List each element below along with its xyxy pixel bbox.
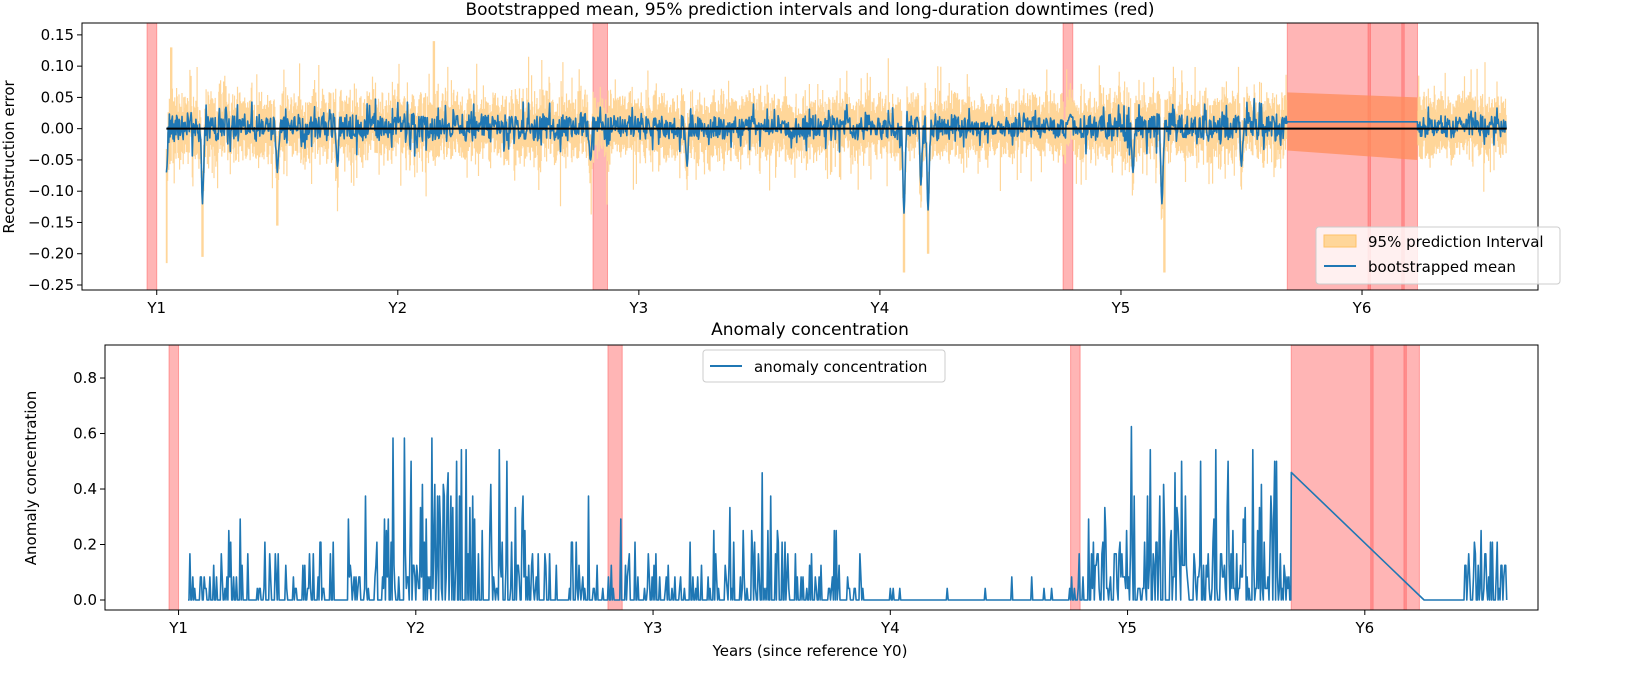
downtime-span [1290,345,1420,610]
y-tick-label: −0.10 [28,182,74,200]
top-legend: 95% prediction Interval bootstrapped mea… [1315,226,1561,285]
x-tick-label: Y3 [628,299,648,317]
legend-mean-label: bootstrapped mean [1368,258,1516,276]
y-tick-label: −0.25 [28,276,74,294]
x-tick-label: Y4 [880,619,900,637]
legend-interval-swatch [1323,234,1357,248]
top-title: Bootstrapped mean, 95% prediction interv… [465,0,1154,20]
x-tick-label: Y6 [1352,299,1372,317]
x-tick-label: Y5 [1117,619,1137,637]
x-tick-label: Y3 [643,619,663,637]
x-tick-label: Y2 [387,299,407,317]
downtime-span [607,345,623,610]
downtime-span [146,23,158,290]
downtime-span [168,345,180,610]
y-tick-label: 0.10 [41,57,74,75]
y-tick-label: −0.05 [28,151,74,169]
y-tick-label: 0.4 [73,480,97,498]
bottom-legend: anomaly concentration [702,349,946,383]
y-tick-label: −0.15 [28,213,74,231]
x-tick-label: Y2 [405,619,425,637]
top-ylabel: Reconstruction error [0,79,18,233]
downtime-span [1403,345,1407,610]
x-tick-label: Y1 [168,619,188,637]
downtime-span [1070,345,1081,610]
legend-interval-label: 95% prediction Interval [1368,233,1544,251]
downtime-span [1370,345,1374,610]
y-tick-label: 0.2 [73,536,97,554]
y-tick-label: −0.20 [28,245,74,263]
b-plot-area [168,345,1508,610]
t-plot-area [146,23,1507,290]
y-tick-label: 0.0 [73,591,97,609]
bottom-axes: Y1 Y2 Y3 Y4 Y5 Y6 0.0 0.2 0.4 0.6 0.8 [73,344,1539,637]
y-tick-label: 0.6 [73,425,97,443]
anomaly-concentration-line [188,425,1508,601]
y-tick-label: 0.8 [73,369,97,387]
legend-anomaly-label: anomaly concentration [754,358,927,376]
bottom-xlabel: Years (since reference Y0) [712,642,908,660]
x-tick-label: Y6 [1354,619,1374,637]
bottom-ylabel: Anomaly concentration [22,391,40,565]
downtime-span [592,23,609,290]
x-tick-label: Y5 [1111,299,1131,317]
downtime-span [1062,23,1074,290]
y-tick-label: 0.15 [41,26,74,44]
top-axes: Y1 Y2 Y3 Y4 Y5 Y6 0.15 0.10 0.05 0.00 −0.05 −0.10 −0… [28,22,1539,317]
axes-frame [104,344,1539,611]
x-tick-label: Y4 [870,299,890,317]
y-tick-label: 0.00 [41,120,74,138]
bottom-title: Anomaly concentration [711,320,909,340]
axes-frame [81,22,1539,291]
y-tick-label: 0.05 [41,88,74,106]
x-tick-label: Y1 [146,299,166,317]
gap-prediction-band [1287,92,1418,160]
